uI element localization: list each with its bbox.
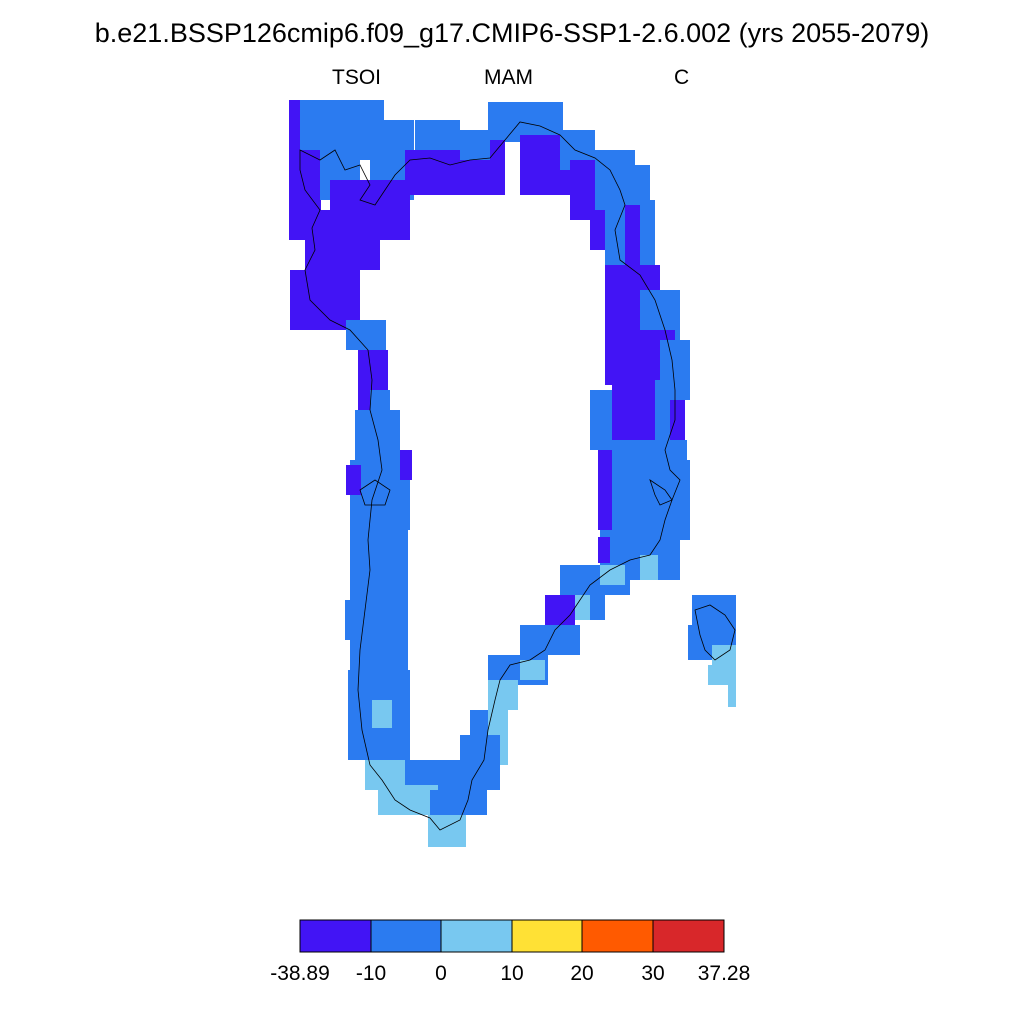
map-cell	[728, 685, 736, 707]
colorbar-box-4	[511, 919, 583, 953]
map-cell	[625, 205, 640, 265]
map-cell	[345, 600, 375, 640]
colorbar-label: 20	[570, 962, 594, 985]
map-cell	[378, 785, 438, 815]
map-cell	[612, 385, 662, 445]
map-cell	[600, 565, 625, 585]
map-cell	[545, 595, 575, 625]
colorbar-box-6	[652, 919, 725, 953]
map-cell	[346, 465, 361, 495]
map-cell	[620, 165, 650, 200]
map-cell	[358, 740, 408, 760]
map-cell	[660, 460, 690, 540]
colorbar-label: 10	[500, 962, 524, 985]
map-cell	[400, 450, 412, 480]
map-cell	[590, 590, 605, 620]
map-cell	[290, 160, 320, 210]
colorbar-label: -38.89	[270, 962, 330, 985]
map-cell	[460, 735, 500, 790]
colorbar-label: 37.28	[697, 962, 751, 985]
plot-title: b.e21.BSSP126cmip6.f09_g17.CMIP6-SSP1-2.…	[94, 18, 930, 48]
colorbar-box-2	[370, 919, 442, 953]
map-cell	[520, 660, 545, 680]
map-cell	[346, 320, 386, 350]
colorbar-box-3	[440, 919, 513, 953]
ring-cells	[289, 100, 736, 847]
colorbar-box-5	[581, 919, 654, 953]
map-cell	[370, 180, 410, 240]
season-label: MAM	[484, 66, 533, 89]
colorbar-label: -10	[355, 962, 387, 985]
colorbar-box-1	[299, 919, 372, 953]
units-label: C	[674, 66, 690, 89]
map-cell	[598, 537, 610, 563]
variable-label: TSOI	[332, 66, 382, 89]
map-cell	[640, 555, 658, 580]
colorbar-label: 30	[641, 962, 665, 985]
map-cell	[708, 665, 736, 685]
map-cell	[460, 130, 490, 160]
map-cell	[372, 700, 392, 728]
colorbar-label: 0	[435, 962, 447, 985]
coastline	[299, 121, 736, 831]
